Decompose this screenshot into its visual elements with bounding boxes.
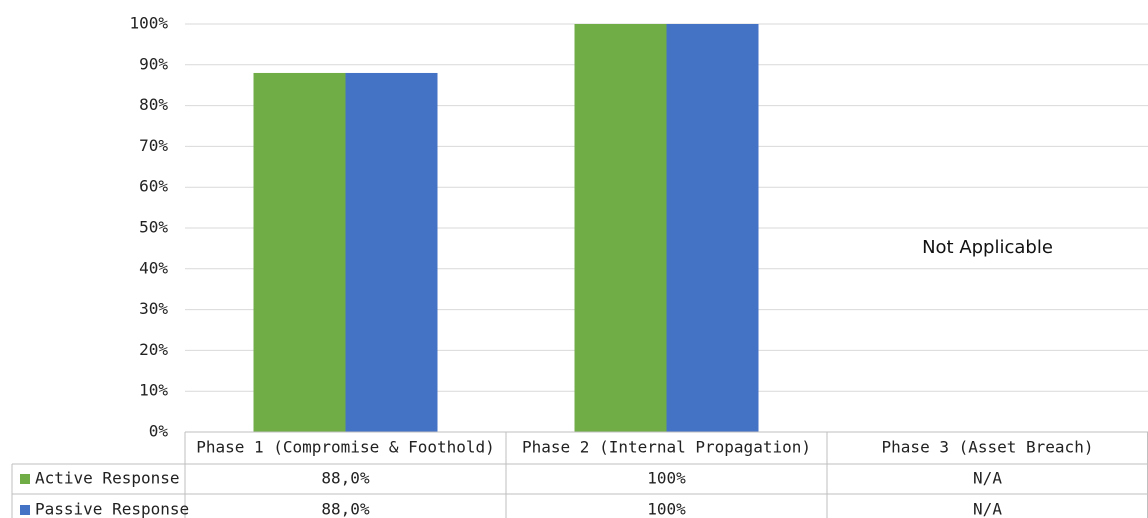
legend-label: Passive Response [35,500,189,518]
bar-active-2 [574,24,667,432]
table-cell: 100% [647,469,686,488]
table-cell: N/A [973,469,1002,488]
y-tick-label: 70% [139,136,168,155]
legend-label: Active Response [35,469,180,488]
bar-passive-1 [345,72,438,433]
legend-swatch-passive [20,505,30,515]
y-tick-label: 10% [139,381,168,400]
bar-passive-2 [666,24,759,432]
category-label: Phase 3 (Asset Breach) [882,438,1094,457]
table-cell: 88,0% [321,500,370,518]
y-tick-label: 80% [139,95,168,114]
category-label: Phase 1 (Compromise & Foothold) [196,438,495,457]
bar-active-1 [253,72,346,433]
table-cell: N/A [973,500,1002,518]
y-tick-label: 50% [139,218,168,237]
bars [253,24,759,433]
y-tick-label: 0% [149,422,169,441]
y-tick-label: 20% [139,340,168,359]
data-table: Phase 1 (Compromise & Foothold) Phase 2 (… [11,431,1148,518]
y-tick-label: 100% [129,14,168,33]
table-cell: 100% [647,500,686,518]
category-label: Phase 2 (Internal Propagation) [522,438,811,457]
not-applicable-label: Not Applicable [922,237,1053,258]
y-tick-label: 40% [139,258,168,277]
y-axis-ticks: 0% 10% 20% 30% 40% 50% 60% 70% 80% 90% 100% [129,14,168,441]
annotations: Not Applicable [922,237,1053,258]
legend-swatch-active [20,474,30,484]
y-tick-label: 90% [139,54,168,73]
y-tick-label: 60% [139,177,168,196]
table-cell: 88,0% [321,469,370,488]
y-tick-label: 30% [139,299,168,318]
